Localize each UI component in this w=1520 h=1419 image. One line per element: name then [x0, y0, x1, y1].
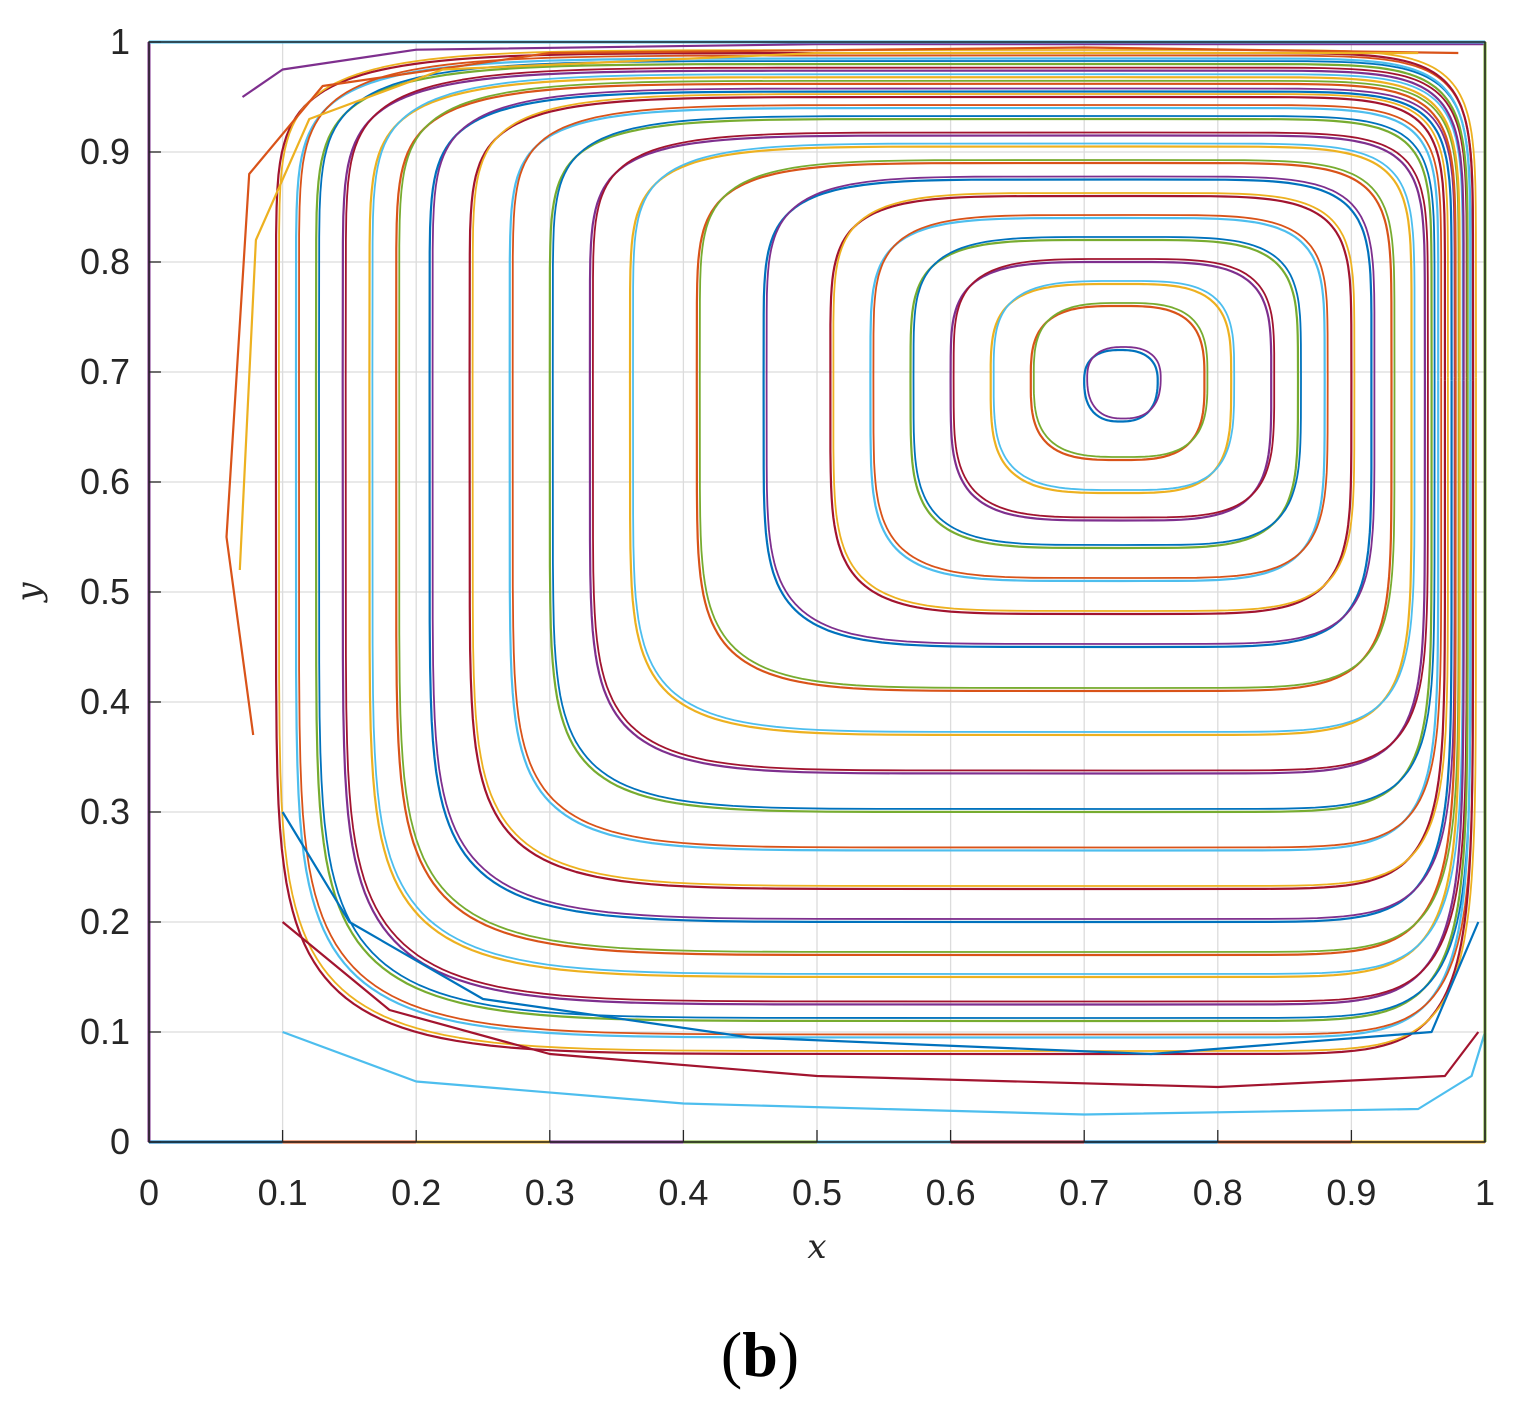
- closed-streamline: [395, 82, 1457, 957]
- x-tick-label: 0.1: [258, 1172, 308, 1213]
- closed-streamline: [468, 95, 1447, 891]
- y-tick-label: 0.8: [80, 241, 130, 282]
- closed-streamline: [277, 49, 1477, 1052]
- y-tick-label: 0: [110, 1121, 130, 1162]
- closed-streamline: [992, 280, 1236, 491]
- y-tick-label: 0.6: [80, 461, 130, 502]
- closed-streamline: [1086, 346, 1162, 420]
- closed-streamline: [829, 194, 1353, 616]
- x-tick-label: 1: [1475, 1172, 1495, 1213]
- open-streamline: [225, 46, 1459, 736]
- y-tick-label: 1: [110, 21, 130, 62]
- y-tick-label: 0.4: [80, 681, 130, 722]
- closed-streamline: [909, 238, 1300, 550]
- closed-streamline: [298, 54, 1475, 1036]
- open-streamline: [282, 1030, 1487, 1116]
- x-tick-label: 0.6: [926, 1172, 976, 1213]
- closed-streamline: [431, 87, 1456, 920]
- closed-streamline: [989, 282, 1233, 495]
- closed-streamline: [318, 60, 1472, 1019]
- open-streamline: [281, 811, 1480, 1056]
- panel-label: (b): [720, 1319, 800, 1390]
- y-tick-label: 0.1: [80, 1011, 130, 1052]
- closed-streamline: [1083, 348, 1159, 423]
- x-tick-label: 0.4: [658, 1172, 708, 1213]
- streamlines: [225, 43, 1487, 1116]
- closed-streamline: [952, 258, 1276, 519]
- x-tick-label: 0.3: [525, 1172, 575, 1213]
- tick-labels: 0 0.1 0.2 0.3 0.4 0.5 0.6 0.7 0.8 0.9 1 0 0.1 0.2 0.3 0…: [80, 21, 1495, 1213]
- y-tick-label: 0.5: [80, 571, 130, 612]
- closed-streamline: [344, 66, 1468, 1003]
- closed-streamline: [912, 236, 1302, 546]
- open-streamline: [238, 51, 1419, 571]
- closed-streamline: [511, 104, 1443, 849]
- closed-streamline: [628, 145, 1413, 737]
- closed-streamline: [832, 192, 1356, 612]
- closed-streamline: [588, 134, 1427, 775]
- closed-streamline: [508, 106, 1440, 852]
- y-tick-label: 0.2: [80, 901, 130, 942]
- closed-streamline: [1032, 302, 1209, 458]
- x-tick-label: 0: [139, 1172, 159, 1213]
- closed-streamline: [872, 214, 1329, 579]
- closed-streamline: [632, 142, 1416, 733]
- closed-streamline: [765, 175, 1376, 645]
- closed-streamline: [551, 115, 1436, 810]
- closed-streamline: [398, 79, 1460, 953]
- closed-streamline: [695, 161, 1393, 693]
- x-tick-label: 0.8: [1193, 1172, 1243, 1213]
- y-axis-label: y: [9, 582, 49, 604]
- y-tick-label: 0.9: [80, 131, 130, 172]
- closed-streamline: [869, 216, 1326, 583]
- panel-letter: b: [742, 1319, 778, 1390]
- x-tick-label: 0.5: [792, 1172, 842, 1213]
- closed-streamline: [1029, 304, 1206, 462]
- x-tick-label: 0.9: [1326, 1172, 1376, 1213]
- closed-streamline: [592, 131, 1429, 772]
- y-tick-label: 0.7: [80, 351, 130, 392]
- closed-streamline: [471, 93, 1449, 887]
- closed-streamline: [548, 117, 1433, 814]
- x-tick-label: 0.7: [1059, 1172, 1109, 1213]
- closed-streamline: [762, 178, 1373, 649]
- closed-streamline: [428, 90, 1453, 924]
- x-tick-label: 0.2: [391, 1172, 441, 1213]
- closed-streamline: [698, 159, 1396, 689]
- open-streamline: [241, 43, 1485, 98]
- y-tick-label: 0.3: [80, 791, 130, 832]
- x-axis-label: x: [807, 1227, 826, 1267]
- closed-streamline: [368, 76, 1461, 979]
- closed-streamline: [371, 73, 1464, 975]
- open-streamline: [281, 921, 1480, 1089]
- closed-streamline: [949, 260, 1273, 522]
